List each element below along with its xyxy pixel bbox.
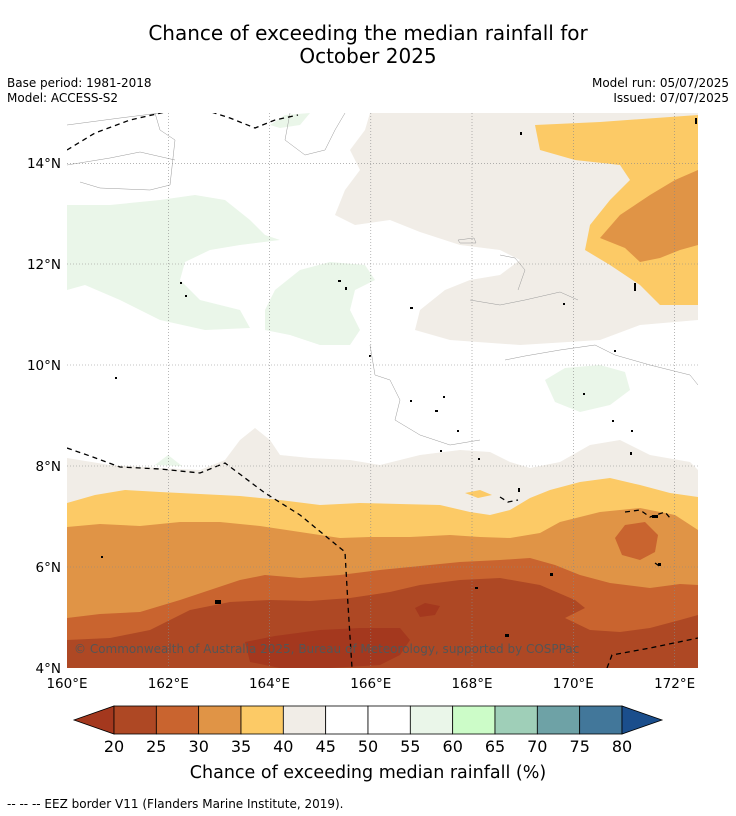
y-tick-14n: 14°N <box>27 156 61 172</box>
region-55-60-center <box>265 262 375 345</box>
colorbar-segment <box>579 705 623 735</box>
region-below-20-small <box>415 603 440 617</box>
colorbar-segment <box>282 705 327 735</box>
cb-tick-70: 70 <box>527 737 547 756</box>
cb-tick-75: 75 <box>570 737 590 756</box>
contour-lines <box>67 113 698 446</box>
rainfall-probability-map <box>67 113 698 668</box>
colorbar-segment <box>240 705 284 735</box>
y-tick-8n: 8°N <box>36 459 61 475</box>
x-tick-170e: 170°E <box>553 676 594 692</box>
colorbar <box>72 705 664 735</box>
colorbar-segment <box>536 705 581 735</box>
x-tick-164e: 164°E <box>249 676 290 692</box>
region-55-60-east <box>545 365 630 412</box>
colorbar-segment <box>325 705 369 735</box>
region-55-60-west <box>67 195 280 330</box>
cb-tick-25: 25 <box>146 737 166 756</box>
colorbar-lower-extension <box>72 705 115 735</box>
colorbar-segment <box>452 705 496 735</box>
y-tick-10n: 10°N <box>27 358 61 374</box>
x-tick-162e: 162°E <box>148 676 189 692</box>
eez-border-lines <box>67 113 698 668</box>
model-text: Model: ACCESS-S2 <box>7 91 119 105</box>
cb-tick-60: 60 <box>443 737 463 756</box>
map-title: Chance of exceeding the median rainfall … <box>0 22 736 68</box>
base-info: Base period: 1981-2018 Model: ACCESS-S2 <box>7 76 152 106</box>
region-25-30-blob <box>615 522 658 560</box>
copyright-text: © Commonwealth of Australia 2025, Bureau… <box>74 642 579 656</box>
colorbar-segment <box>494 705 538 735</box>
y-tick-12n: 12°N <box>27 257 61 273</box>
x-tick-168e: 168°E <box>451 676 492 692</box>
colorbar-segment <box>113 705 157 735</box>
region-20-25-band <box>67 578 698 668</box>
y-axis-labels: 14°N 12°N 10°N 8°N 6°N 4°N <box>27 156 61 677</box>
colorbar-upper-extension <box>621 705 664 735</box>
cb-tick-30: 30 <box>189 737 209 756</box>
model-run-text: Model run: 05/07/2025 <box>591 76 729 90</box>
cb-tick-55: 55 <box>400 737 420 756</box>
region-55-60-topleft <box>270 113 310 128</box>
cb-tick-80: 80 <box>612 737 632 756</box>
islands <box>101 118 697 637</box>
run-info: Model run: 05/07/2025 Issued: 07/07/2025 <box>592 76 729 106</box>
x-tick-172e: 172°E <box>654 676 695 692</box>
issued-text: Issued: 07/07/2025 <box>613 91 729 105</box>
x-axis-labels: 160°E 162°E 164°E 166°E 168°E 170°E 172°… <box>46 676 695 692</box>
colorbar-segment <box>155 705 200 735</box>
y-tick-4n: 4°N <box>36 661 61 677</box>
cb-tick-45: 45 <box>316 737 336 756</box>
colorbar-segment <box>198 705 242 735</box>
region-55-60-small <box>155 455 182 466</box>
region-30-35-northeast <box>600 170 698 262</box>
x-tick-166e: 166°E <box>350 676 391 692</box>
x-tick-160e: 160°E <box>46 676 87 692</box>
map-title-line1: Chance of exceeding the median rainfall … <box>148 21 588 45</box>
base-period-text: Base period: 1981-2018 <box>7 76 152 90</box>
cb-tick-20: 20 <box>104 737 124 756</box>
colorbar-segment <box>367 705 411 735</box>
eez-footnote: -- -- -- EEZ border V11 (Flanders Marine… <box>7 797 344 811</box>
map-title-line2: October 2025 <box>299 44 437 68</box>
colorbar-title: Chance of exceeding median rainfall (%) <box>190 763 546 783</box>
y-tick-6n: 6°N <box>36 560 61 576</box>
cb-tick-50: 50 <box>358 737 378 756</box>
cb-tick-65: 65 <box>485 737 505 756</box>
colorbar-segment <box>409 705 454 735</box>
region-below-20 <box>245 628 410 668</box>
colorbar-tick-labels: 20 25 30 35 40 45 50 55 60 65 70 75 80 <box>104 737 632 756</box>
cb-tick-40: 40 <box>273 737 293 756</box>
graticule-lines <box>67 113 698 668</box>
region-40-45-north <box>335 113 698 345</box>
cb-tick-35: 35 <box>231 737 251 756</box>
